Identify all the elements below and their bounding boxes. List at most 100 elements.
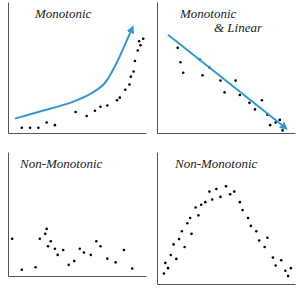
point: [190, 233, 193, 236]
point: [116, 99, 119, 102]
point: [21, 269, 24, 272]
panel: Non-Monotonic: [9, 153, 147, 277]
point: [34, 266, 37, 269]
point: [200, 204, 203, 207]
point: [139, 44, 142, 47]
chart-root: Monotonic Monotonic& Linear Non-Monotonic N…: [0, 0, 298, 300]
point: [132, 70, 135, 73]
point: [223, 91, 226, 94]
point: [128, 83, 131, 86]
point: [197, 214, 200, 217]
point: [85, 115, 88, 118]
point: [189, 217, 192, 220]
y-axis-line: [8, 3, 9, 134]
point: [38, 238, 41, 241]
point: [90, 254, 93, 257]
point: [95, 240, 98, 243]
plot-area: [15, 28, 145, 129]
point: [239, 201, 242, 204]
point: [269, 124, 272, 127]
point: [181, 230, 184, 233]
x-axis: [9, 133, 147, 134]
point: [99, 106, 102, 109]
title: Non-Monotonic: [19, 156, 103, 171]
point: [142, 37, 145, 40]
point: [281, 129, 284, 132]
point: [183, 246, 186, 249]
points: [11, 228, 134, 272]
point: [118, 96, 121, 99]
y-axis: [8, 3, 9, 134]
point: [211, 198, 214, 201]
point: [215, 188, 218, 191]
point: [263, 246, 266, 249]
point: [219, 79, 222, 82]
point: [201, 74, 204, 77]
trend-arrow: [15, 28, 132, 118]
point: [254, 108, 257, 111]
point: [45, 228, 48, 231]
point: [170, 254, 173, 257]
point: [11, 238, 14, 241]
point: [49, 240, 52, 243]
point: [290, 267, 293, 270]
point: [131, 267, 134, 270]
point: [234, 79, 237, 82]
point: [106, 104, 109, 107]
point: [280, 259, 283, 262]
trend-arrow: [168, 35, 285, 128]
point: [94, 109, 97, 112]
x-axis-line: [9, 133, 147, 134]
point: [172, 243, 175, 246]
point: [163, 272, 166, 275]
point: [255, 230, 258, 233]
point: [136, 49, 139, 52]
y-axis-line: [157, 153, 158, 285]
point: [287, 275, 290, 278]
point: [178, 238, 181, 241]
point: [274, 264, 277, 267]
point: [124, 88, 127, 91]
point: [134, 60, 137, 63]
point: [123, 249, 126, 252]
y-axis: [157, 153, 158, 285]
point: [29, 126, 32, 129]
title: Monotonic& Linear: [179, 6, 263, 35]
point: [186, 222, 189, 225]
points: [21, 37, 145, 129]
point: [204, 201, 207, 204]
x-axis-line: [9, 276, 147, 277]
plot-area: [168, 35, 285, 132]
point: [229, 193, 232, 196]
point: [219, 196, 222, 199]
point: [258, 239, 261, 242]
y-axis-line: [157, 3, 158, 134]
title: Monotonic: [34, 6, 92, 21]
point: [37, 126, 40, 129]
x-axis-line: [158, 133, 296, 134]
points: [176, 47, 283, 132]
point: [261, 99, 264, 102]
panel: Non-Monotonic: [158, 153, 296, 285]
point: [73, 260, 76, 263]
point: [138, 40, 141, 43]
x-axis: [158, 133, 296, 134]
point: [247, 217, 250, 220]
panel: Monotonic: [9, 3, 147, 134]
point: [248, 102, 251, 105]
plot-area: [163, 185, 293, 277]
point: [54, 247, 57, 250]
plot-area: [11, 228, 134, 272]
point: [67, 264, 70, 267]
point: [62, 249, 65, 252]
point: [194, 206, 197, 209]
point: [99, 245, 102, 248]
point: [250, 225, 253, 228]
point: [241, 209, 244, 212]
point: [106, 257, 109, 260]
point: [167, 267, 170, 270]
point: [233, 190, 236, 193]
point: [56, 254, 59, 257]
point: [272, 256, 275, 259]
point: [182, 71, 185, 74]
